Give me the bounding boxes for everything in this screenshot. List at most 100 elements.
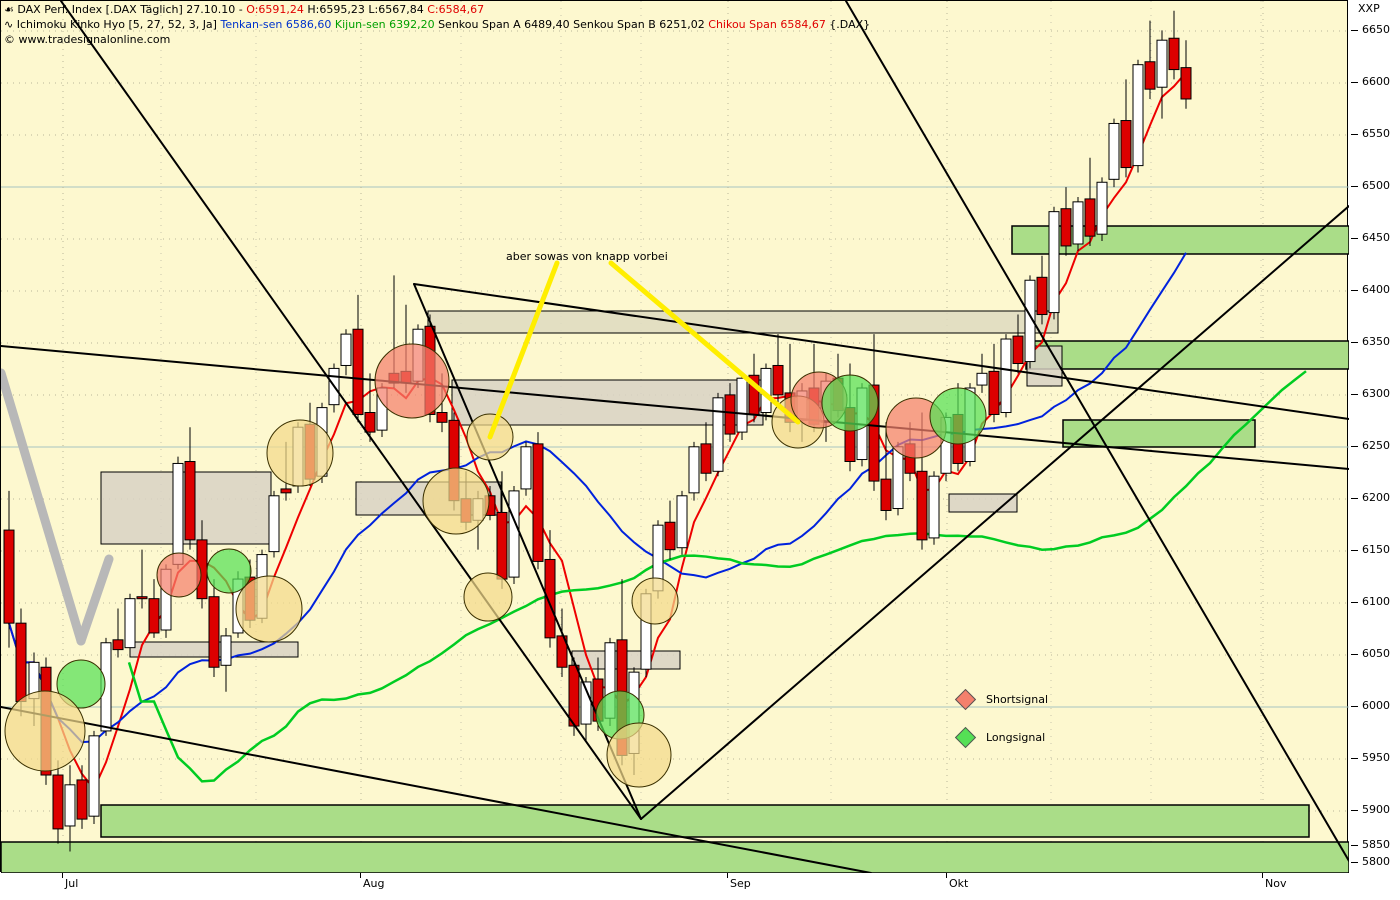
study-label: Ichimoku Kinko Hyo [5, 27, 52, 3, Ja] (16, 18, 221, 31)
price-axis-label: 6350 (1362, 335, 1390, 348)
date-axis-label: Aug (363, 877, 385, 890)
date-axis-label: Sep (730, 877, 751, 890)
price-axis-label: 6200 (1362, 491, 1390, 504)
candle-body-bullish (172, 462, 184, 565)
candle-body-bearish (1084, 198, 1096, 237)
price-axis-tick (1351, 602, 1358, 603)
signal-marker-neutral[interactable] (422, 467, 490, 535)
candle-body-bearish (1144, 61, 1156, 90)
signal-marker-neutral[interactable] (606, 722, 672, 788)
price-axis-label: 6500 (1362, 179, 1390, 192)
chart-plot-area[interactable]: ☙ DAX Perf. Index [.DAX Täglich] 27.10.1… (0, 0, 1349, 873)
signal-marker-long[interactable] (206, 548, 252, 594)
price-axis-label: 5850 (1362, 838, 1390, 851)
signal-marker-neutral[interactable] (463, 572, 513, 622)
high-low-value: H:6595,23 L:6567,84 (303, 3, 428, 16)
candle-body-bearish (136, 596, 148, 600)
price-axis-tick (1351, 446, 1358, 447)
candle-body-bullish (220, 635, 232, 666)
candle-body-bullish (1156, 39, 1168, 88)
candle-body-bullish (688, 446, 700, 494)
candle-body-bearish (15, 622, 27, 703)
header-indicator-line: ∿ Ichimoku Kinko Hyo [5, 27, 52, 3, Ja] … (4, 19, 870, 31)
signal-marker-short[interactable] (156, 552, 202, 598)
candle-body-bearish (544, 558, 556, 639)
price-axis-label: 5900 (1362, 803, 1390, 816)
chikou-span-value: Chikou Span 6584,67 (708, 18, 826, 31)
signal-marker-neutral[interactable] (235, 575, 303, 643)
instrument-label: DAX Perf. Index [.DAX Täglich] 27.10.10 … (17, 3, 247, 16)
date-axis-label: Okt (949, 877, 969, 890)
candle-body-bearish (436, 412, 448, 423)
price-axis-label: 5950 (1362, 751, 1390, 764)
chart-annotation-text: aber sowas von knapp vorbei (506, 250, 668, 263)
date-axis-label: Jul (65, 877, 79, 890)
candle-body-bullish (268, 495, 280, 553)
chart-canvas (1, 1, 1349, 873)
candle-body-bullish (712, 397, 724, 472)
price-axis-tick (1351, 758, 1358, 759)
candle-body-bullish (340, 333, 352, 366)
candle-body-bearish (880, 478, 892, 511)
signal-marker-neutral[interactable] (266, 419, 334, 487)
candle-body-bearish (1036, 276, 1048, 316)
annotation-line-gray (76, 554, 114, 646)
candle-body-bearish (3, 529, 15, 624)
tenkan-sen-value: Tenkan-sen 6586,60 (220, 18, 332, 31)
signal-marker-long[interactable] (56, 659, 106, 709)
candle-body-bearish (1012, 335, 1024, 365)
price-axis-tick (1351, 862, 1358, 863)
candle-body-bearish (1180, 67, 1192, 100)
price-axis-label: 6250 (1362, 439, 1390, 452)
candle-body-bearish (280, 488, 292, 494)
candle-body-bearish (664, 521, 676, 551)
candle-body-bullish (736, 377, 748, 433)
date-axis[interactable]: Jul Aug Sep Okt Nov (0, 873, 1349, 900)
annotation-pointer (487, 260, 560, 440)
price-axis-tick (1351, 706, 1358, 707)
price-axis-tick (1351, 845, 1358, 846)
date-axis-tick (727, 873, 728, 878)
candle-body-bearish (1120, 120, 1132, 169)
candle-body-bearish (352, 328, 364, 415)
signal-marker-neutral[interactable] (4, 690, 86, 772)
trendline (845, 1, 1349, 862)
candle-body-bearish (568, 664, 580, 727)
price-axis-tick (1351, 810, 1358, 811)
price-axis-tick (1351, 30, 1358, 31)
candle-body-bullish (1048, 211, 1060, 314)
signal-marker-long[interactable] (821, 374, 879, 432)
trendline (413, 283, 1349, 420)
candle-body-bearish (496, 511, 508, 580)
candle-body-bullish (88, 735, 100, 817)
signal-marker-short[interactable] (374, 343, 450, 419)
price-axis[interactable]: XXP 6650 6600 6550 6500 6450 6400 6350 6300 6250… (1349, 0, 1400, 873)
price-axis-title: XXP (1358, 2, 1380, 15)
open-value: O:6591,24 (246, 3, 304, 16)
header-quote-line: ☙ DAX Perf. Index [.DAX Täglich] 27.10.1… (4, 4, 484, 16)
signal-marker-long[interactable] (929, 387, 987, 445)
price-axis-label: 6050 (1362, 647, 1390, 660)
price-axis-tick (1351, 550, 1358, 551)
annotation-line-gray (1, 368, 86, 646)
price-axis-tick (1351, 186, 1358, 187)
price-axis-tick (1351, 394, 1358, 395)
legend-label-longsignal: Longsignal (986, 731, 1046, 744)
candle-body-bullish (1132, 64, 1144, 167)
date-axis-label: Nov (1265, 877, 1287, 890)
price-axis-tick (1351, 498, 1358, 499)
price-axis-label: 5800 (1362, 855, 1390, 868)
candle-body-bullish (1000, 338, 1012, 414)
candle-body-bullish (676, 495, 688, 549)
senkou-span-value: Senkou Span A 6489,40 Senkou Span B 6251… (434, 18, 709, 31)
candle-body-bearish (700, 443, 712, 474)
support-zone (100, 804, 1310, 838)
senkou-span-b-line (127, 370, 1307, 783)
trendline (413, 283, 642, 820)
candle-body-bullish (64, 784, 76, 827)
close-value: C:6584,67 (427, 3, 485, 16)
kijun-sen-line (8, 252, 1187, 744)
signal-marker-neutral[interactable] (631, 577, 679, 625)
price-axis-tick (1351, 134, 1358, 135)
candlestick-icon: ☙ (4, 3, 14, 16)
